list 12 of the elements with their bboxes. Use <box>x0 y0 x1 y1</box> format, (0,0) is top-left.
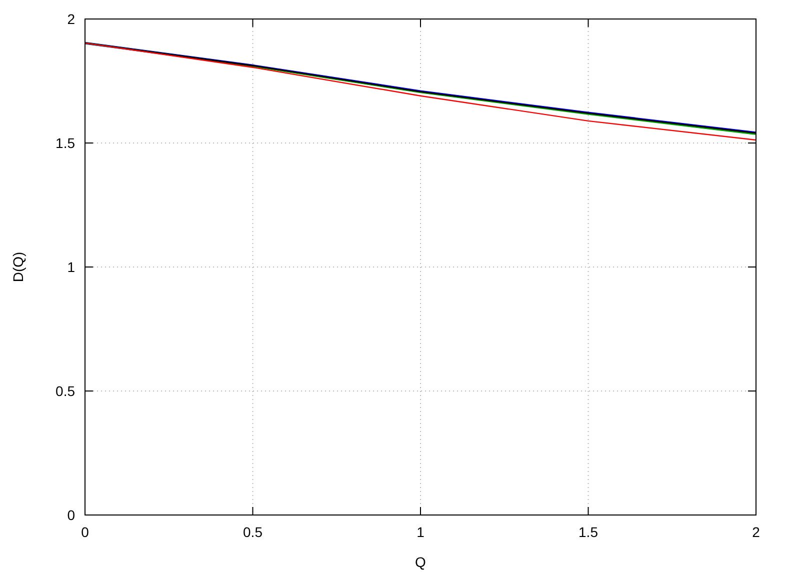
y-tick-label: 2 <box>67 11 76 27</box>
x-tick-label: 0.5 <box>243 524 263 540</box>
x-tick-label: 2 <box>752 524 760 540</box>
x-axis-title: Q <box>415 554 426 570</box>
y-axis-title: D(Q) <box>10 252 26 282</box>
x-tick-label: 1.5 <box>578 524 598 540</box>
x-tick-label: 1 <box>416 524 425 540</box>
y-tick-label: 0 <box>67 507 76 523</box>
y-tick-label: 1.5 <box>56 135 76 151</box>
y-tick-label: 0.5 <box>56 383 76 399</box>
y-tick-label: 1 <box>67 259 76 275</box>
x-tick-label: 0 <box>81 524 90 540</box>
